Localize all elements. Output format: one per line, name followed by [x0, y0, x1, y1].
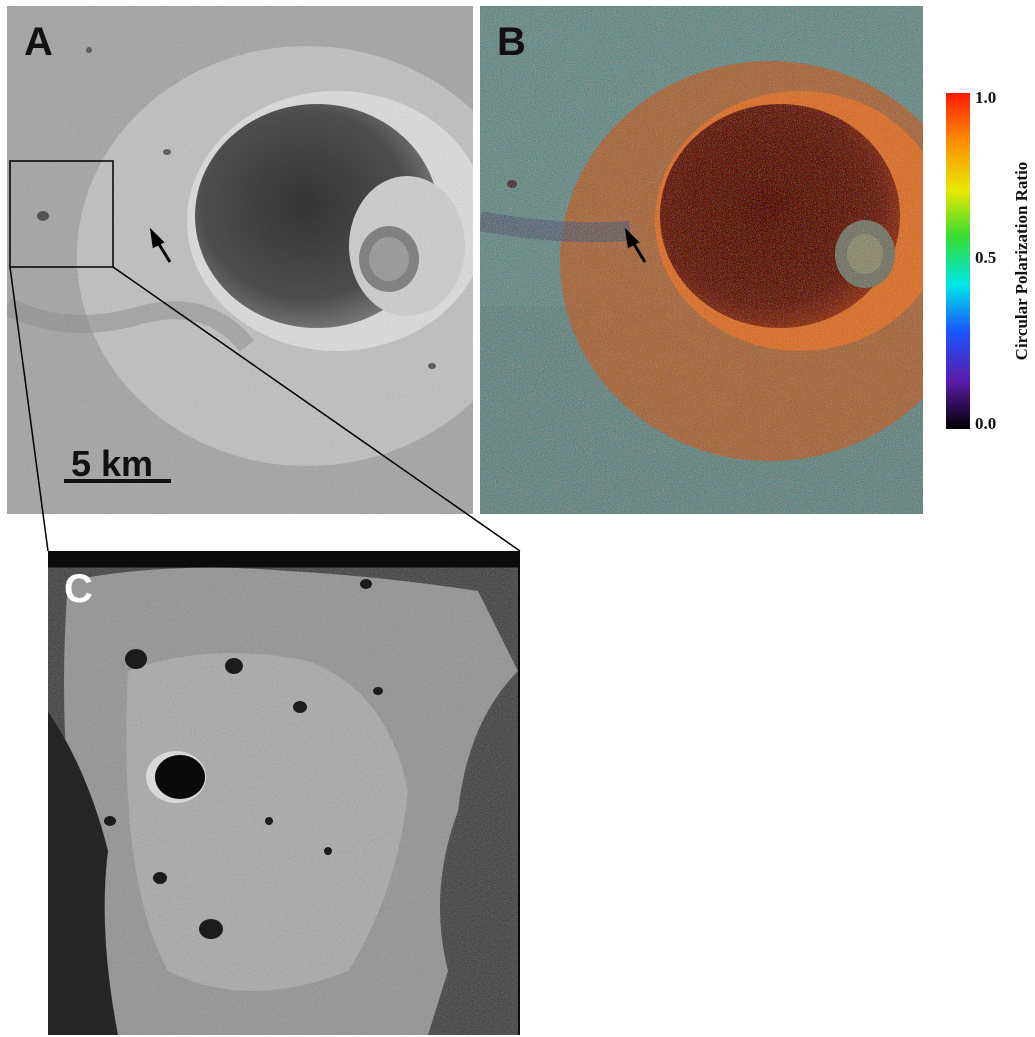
colorbar-min-label: 0.0	[975, 414, 997, 433]
radar-image-panel-a: A 5 km	[7, 6, 473, 514]
optical-image-panel-c: C	[48, 551, 520, 1035]
colorbar-gradient	[946, 93, 970, 429]
crater-cluster	[104, 579, 383, 939]
arrow-icon	[624, 227, 647, 263]
panel-label-c: C	[64, 567, 93, 611]
colorbar-title: Circular Polarization Ratio	[1012, 161, 1031, 361]
cpr-image-b	[480, 6, 923, 514]
cpr-image-panel-b: B	[480, 6, 923, 514]
panel-label-b: B	[497, 20, 526, 64]
zoom-box	[9, 160, 114, 268]
scale-bar-label: 5 km	[71, 443, 154, 484]
panel-label-a: A	[24, 20, 53, 64]
scale-bar	[64, 479, 171, 483]
colorbar-mid-label: 0.5	[975, 248, 997, 267]
colorbar-max-label: 1.0	[975, 88, 997, 107]
arrow-icon	[149, 227, 172, 263]
radar-image-a	[7, 6, 473, 514]
optical-image-c	[48, 551, 520, 1035]
